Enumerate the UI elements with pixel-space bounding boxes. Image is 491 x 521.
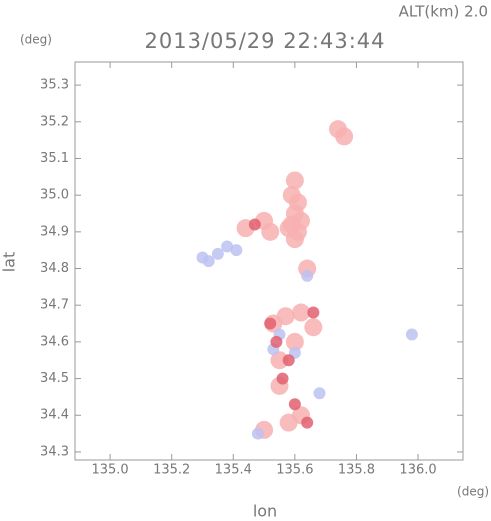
x-tick-label: 135.2 [153, 463, 190, 478]
y-tick-label: 34.7 [40, 298, 69, 313]
y-tick-label: 35.0 [40, 188, 69, 203]
data-point [230, 244, 243, 257]
data-point [261, 222, 280, 241]
x-tick-label: 135.0 [91, 463, 128, 478]
data-point [288, 398, 301, 411]
data-point [304, 318, 323, 337]
y-tick-label: 34.9 [40, 224, 69, 239]
y-tick-label: 35.1 [40, 151, 69, 166]
y-tick-label: 34.4 [40, 408, 69, 423]
x-tick-label: 136.0 [399, 463, 436, 478]
data-point [270, 351, 289, 370]
y-tick-label: 35.2 [40, 114, 69, 129]
data-point [276, 372, 289, 385]
x-axis-label: lon [253, 502, 277, 521]
data-point [282, 354, 295, 367]
data-point [211, 247, 224, 260]
data-point [270, 335, 283, 348]
y-tick-label: 34.3 [40, 444, 69, 459]
data-point [301, 269, 314, 282]
data-point [285, 332, 304, 351]
y-tick-label: 34.6 [40, 334, 69, 349]
data-point [279, 413, 298, 432]
data-point [248, 218, 261, 231]
data-point [335, 127, 354, 146]
data-point [264, 317, 277, 330]
x-tick-label: 135.8 [338, 463, 375, 478]
x-tick-label: 135.4 [215, 463, 252, 478]
y-tick-label: 34.5 [40, 371, 69, 386]
data-point [251, 427, 264, 440]
data-point [221, 240, 234, 253]
y-unit: (deg) [20, 33, 52, 47]
data-point [301, 416, 314, 429]
x-tick-label: 135.6 [276, 463, 313, 478]
data-point [292, 303, 311, 322]
y-tick-label: 34.8 [40, 261, 69, 276]
y-axis-label: lat [0, 252, 19, 273]
x-unit: (deg) [457, 485, 489, 499]
data-point [276, 307, 295, 326]
chart-title: 2013/05/29 22:43:44 [144, 29, 385, 53]
y-tick-label: 35.3 [40, 78, 69, 93]
data-point [285, 171, 304, 190]
data-point [292, 211, 311, 230]
data-point [405, 328, 418, 341]
subtitle: ALT(km) 2.0 [399, 3, 488, 21]
data-point [313, 387, 326, 400]
plot-frame [74, 61, 464, 461]
data-point [307, 306, 320, 319]
data-point [196, 251, 209, 264]
